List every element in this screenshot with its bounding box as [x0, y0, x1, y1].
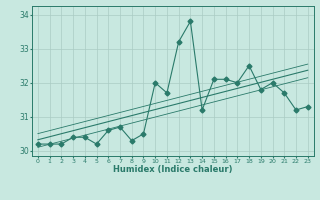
X-axis label: Humidex (Indice chaleur): Humidex (Indice chaleur)	[113, 165, 233, 174]
